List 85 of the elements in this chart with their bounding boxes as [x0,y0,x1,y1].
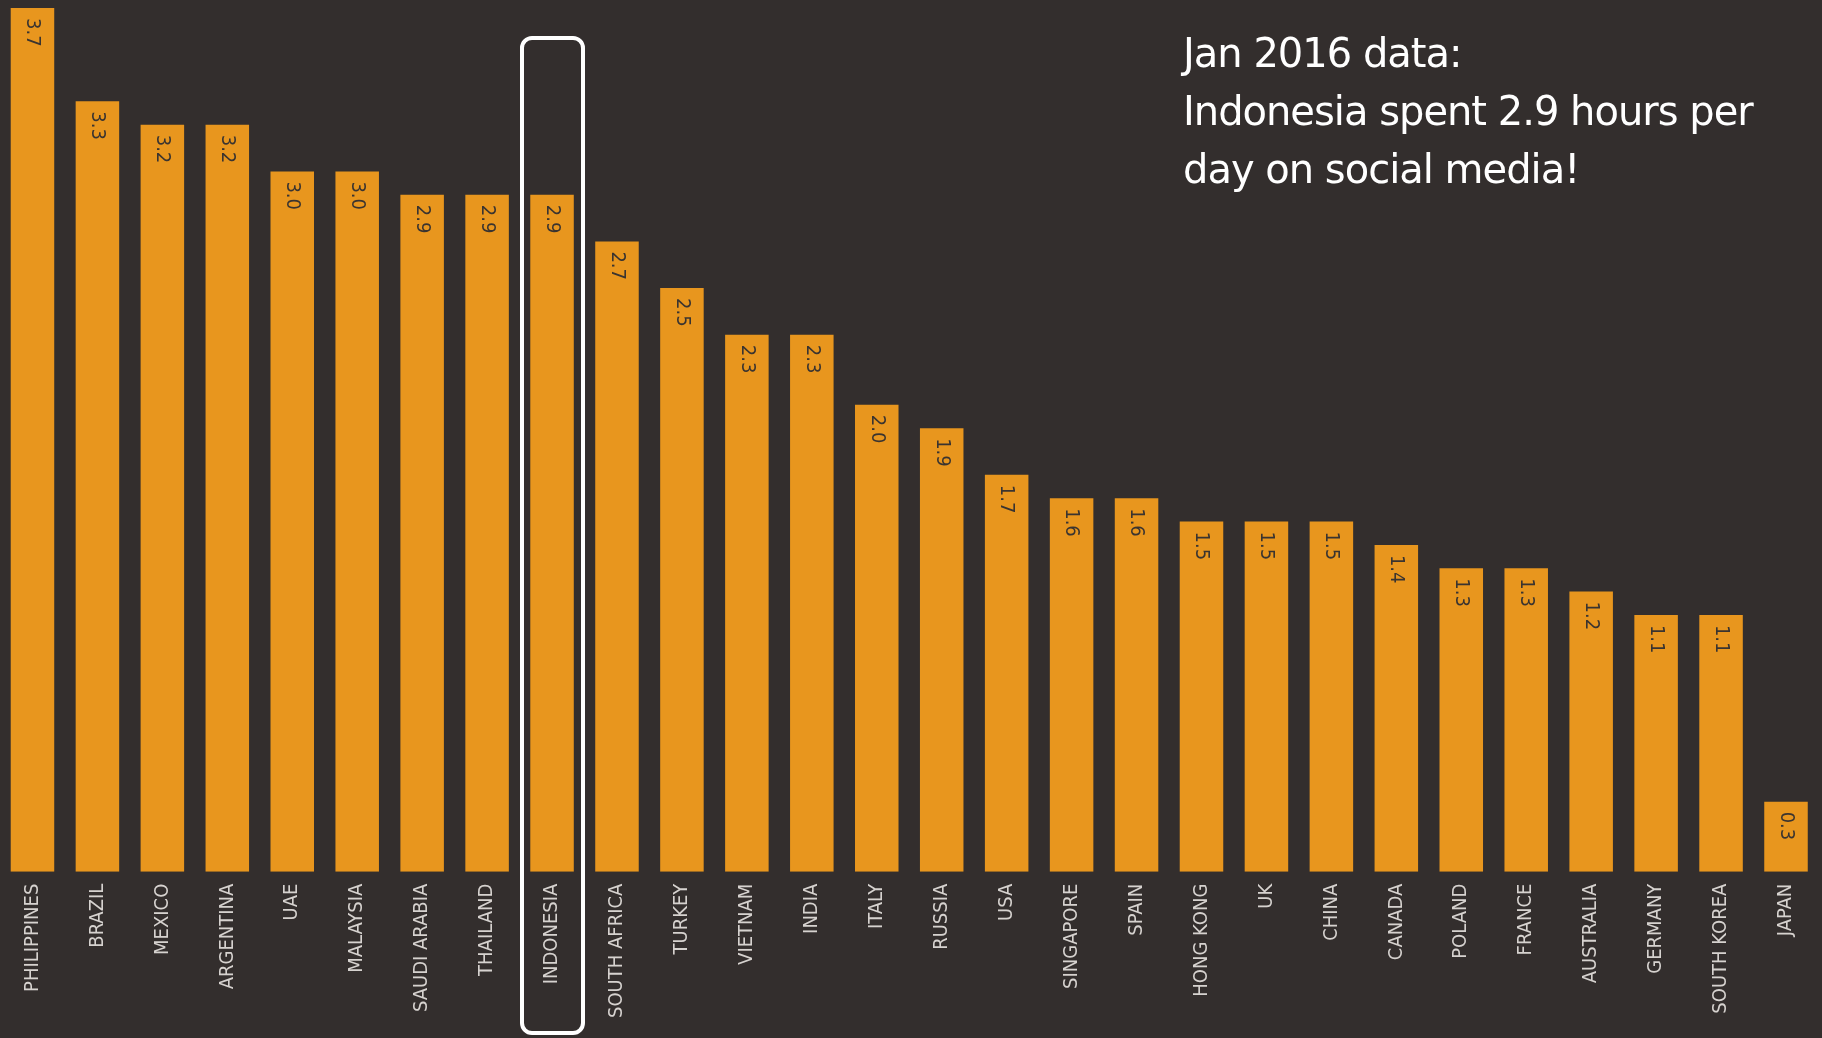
x-tick-label: SOUTH KOREA [1707,882,1732,1014]
bar [1049,498,1094,872]
x-tick-label: ITALY [862,882,887,930]
x-tick-label: ARGENTINA [213,882,238,990]
data-label: 1.5 [1321,531,1346,561]
data-label: 2.3 [801,344,826,374]
x-tick-label: JAPAN [1772,883,1797,938]
x-tick-label: THAILAND [473,883,498,977]
bar [1764,801,1808,872]
x-tick-label: FRANCE [1512,883,1537,956]
data-label: 3.2 [217,134,242,164]
bar [790,334,834,872]
x-tick-label: UAE [278,883,303,921]
x-tick-label: GERMANY [1642,882,1667,974]
data-label: 2.9 [476,204,501,234]
data-label: 1.4 [1386,554,1411,584]
bar [1699,614,1743,872]
bar [1504,568,1548,872]
bar [725,334,769,872]
bar [270,171,315,872]
bar [1569,591,1613,872]
bar [1634,614,1678,872]
data-label: 1.5 [1256,531,1281,561]
bar [335,171,379,872]
bar [75,101,120,872]
annotation: Jan 2016 data: Indonesia spent 2.9 hours per day on social media! [1183,29,1753,194]
bar [595,241,639,872]
bar [140,124,185,872]
bar [10,8,55,872]
x-tick-label: CANADA [1382,882,1407,961]
data-label: 1.1 [1710,624,1735,654]
x-tick-label: RUSSIA [927,882,952,950]
bar [1439,568,1484,872]
x-tick-label: POLAND [1447,883,1472,959]
data-label: 3.2 [152,134,177,164]
x-tick-label: SINGAPORE [1057,883,1082,989]
data-label: 0.3 [1775,811,1800,841]
x-tick-label: PHILIPPINES [18,883,43,992]
x-tick-label: VIETNAM [733,883,758,965]
data-label: 1.3 [1516,578,1541,607]
x-tick-label: SAUDI ARABIA [408,882,433,1013]
data-label: 2.9 [411,204,436,234]
x-tick-label: AUSTRALIA [1577,882,1602,984]
x-tick-label: BRAZIL [83,883,108,948]
bar [400,194,444,872]
x-tick-label: MEXICO [148,883,173,955]
x-tick-label: TURKEY [668,882,693,956]
data-label: 2.9 [541,204,566,234]
bar [205,124,250,872]
bar [1244,521,1289,872]
data-label: 1.1 [1645,624,1670,654]
x-tick-label: INDIA [798,882,823,934]
bar [1179,521,1224,872]
data-label: 2.7 [606,251,631,281]
bar [660,288,704,872]
bar [919,428,964,872]
x-tick-label: SPAIN [1122,883,1147,936]
data-label: 1.3 [1451,578,1476,607]
bar [855,404,899,872]
x-tick-label: CHINA [1317,882,1342,941]
data-label: 2.3 [736,344,761,374]
x-tick-label: SOUTH AFRICA [603,882,628,1018]
data-label: 2.5 [671,298,696,327]
x-tick-label: HONG KONG [1187,883,1212,997]
bar [1114,498,1159,872]
x-tick-label: INDONESIA [538,882,563,985]
bar [465,194,509,872]
bar [1374,544,1419,872]
data-label: 1.6 [1126,508,1151,537]
x-tick-label: USA [992,882,1017,921]
bar [530,194,574,872]
bar [984,474,1029,872]
bar [1309,521,1354,872]
data-label: 3.0 [282,181,307,211]
data-label: 1.7 [996,484,1021,514]
data-label: 3.0 [347,181,371,211]
data-label: 1.5 [1191,531,1216,561]
data-label: 3.3 [87,111,112,140]
data-label: 3.7 [22,18,47,47]
data-label: 1.6 [1061,508,1086,537]
data-label: 2.0 [866,414,891,444]
data-label: 1.2 [1580,601,1605,631]
x-tick-label: UK [1252,882,1277,909]
data-label: 1.9 [931,438,956,467]
x-tick-label: MALAYSIA [343,882,368,973]
